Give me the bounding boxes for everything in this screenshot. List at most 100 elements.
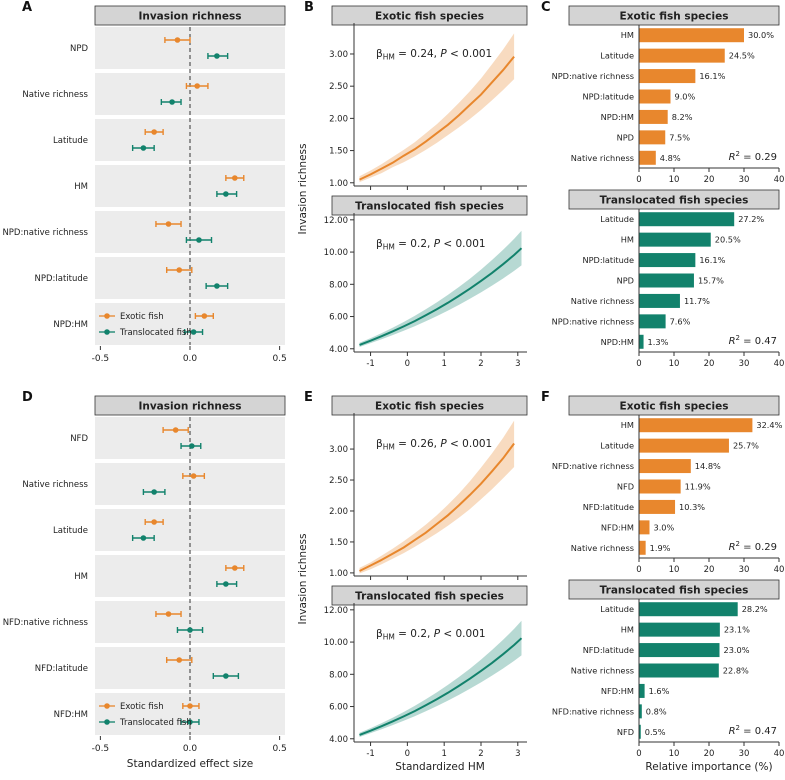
svg-text:15.7%: 15.7% xyxy=(698,276,724,286)
panel-a: A Invasion richness NPD Native richness Lat… xyxy=(0,0,292,390)
svg-text:Translocated fish species: Translocated fish species xyxy=(600,195,749,207)
svg-text:3.00: 3.00 xyxy=(329,50,348,60)
svg-text:10: 10 xyxy=(669,565,680,575)
svg-text:10.00: 10.00 xyxy=(324,638,348,648)
svg-text:12.00: 12.00 xyxy=(324,606,348,616)
panel-c: C Exotic fish species HM 30.0% Latitude 24.5… xyxy=(535,0,785,390)
svg-text:23.1%: 23.1% xyxy=(724,625,750,635)
svg-text:0.5%: 0.5% xyxy=(645,727,666,737)
svg-text:3: 3 xyxy=(515,359,520,369)
svg-text:Latitude: Latitude xyxy=(53,526,88,536)
svg-text:23.0%: 23.0% xyxy=(724,645,750,655)
svg-text:27.2%: 27.2% xyxy=(738,214,764,224)
svg-text:2.50: 2.50 xyxy=(329,82,348,92)
svg-text:βHM = 0.2, P < 0.001: βHM = 0.2, P < 0.001 xyxy=(376,628,486,642)
svg-text:30: 30 xyxy=(739,565,750,575)
svg-text:Exotic fish species: Exotic fish species xyxy=(620,11,729,23)
svg-text:HM: HM xyxy=(621,625,634,635)
svg-text:28.2%: 28.2% xyxy=(742,604,768,614)
svg-text:0: 0 xyxy=(405,359,410,369)
svg-text:10: 10 xyxy=(669,359,680,369)
svg-text:40: 40 xyxy=(774,749,785,759)
svg-text:Invasion richness: Invasion richness xyxy=(138,11,241,23)
svg-text:30: 30 xyxy=(739,175,750,185)
svg-text:Invasion richness: Invasion richness xyxy=(138,401,241,413)
svg-text:0.0: 0.0 xyxy=(183,354,198,364)
svg-text:NPD:native richness: NPD:native richness xyxy=(552,316,634,326)
importance-bars-npd: Exotic fish species HM 30.0% Latitude 24.5% N… xyxy=(552,5,785,369)
svg-text:Native richness: Native richness xyxy=(22,480,88,490)
svg-text:-1: -1 xyxy=(366,359,374,369)
svg-text:22.8%: 22.8% xyxy=(723,666,749,676)
svg-text:βHM = 0.24, P < 0.001: βHM = 0.24, P < 0.001 xyxy=(376,48,492,62)
svg-text:Invasion richness: Invasion richness xyxy=(297,534,309,625)
svg-text:20: 20 xyxy=(704,749,715,759)
svg-text:R2 = 0.29: R2 = 0.29 xyxy=(729,150,777,163)
svg-text:3.0%: 3.0% xyxy=(654,522,675,532)
svg-text:NFD:native richness: NFD:native richness xyxy=(3,618,89,628)
svg-text:NPD:latitude: NPD:latitude xyxy=(582,92,634,102)
svg-text:1.50: 1.50 xyxy=(329,147,348,157)
svg-text:0.5: 0.5 xyxy=(272,744,286,754)
svg-text:1: 1 xyxy=(441,359,446,369)
svg-text:Native richness: Native richness xyxy=(571,296,634,306)
svg-text:20: 20 xyxy=(704,565,715,575)
svg-text:25.7%: 25.7% xyxy=(733,441,759,451)
panel-d: D Invasion richness NFD Native richness Lat… xyxy=(0,390,292,780)
svg-text:0.5: 0.5 xyxy=(272,354,286,364)
svg-text:8.00: 8.00 xyxy=(329,280,348,290)
svg-text:1.00: 1.00 xyxy=(329,179,348,189)
svg-text:NPD: NPD xyxy=(617,132,634,142)
svg-text:-1: -1 xyxy=(366,749,374,759)
panel-b: B Invasion richness Exotic fish species 1.… xyxy=(292,0,535,390)
svg-text:HM: HM xyxy=(621,30,634,40)
svg-text:NPD:latitude: NPD:latitude xyxy=(34,274,88,284)
svg-text:0: 0 xyxy=(405,749,410,759)
svg-text:7.6%: 7.6% xyxy=(670,316,691,326)
regression-curves-npd: Invasion richness Exotic fish species 1.00… xyxy=(297,5,528,369)
svg-text:HM: HM xyxy=(621,420,634,430)
svg-text:βHM = 0.2, P < 0.001: βHM = 0.2, P < 0.001 xyxy=(376,238,486,252)
svg-text:Native richness: Native richness xyxy=(571,153,634,163)
svg-text:0.8%: 0.8% xyxy=(646,706,667,716)
svg-text:Standardized effect size: Standardized effect size xyxy=(127,758,253,770)
svg-text:NPD:HM: NPD:HM xyxy=(601,112,634,122)
svg-text:6.00: 6.00 xyxy=(329,703,348,713)
svg-text:0: 0 xyxy=(636,175,641,185)
panel-letter-c: C xyxy=(541,0,551,15)
svg-text:Exotic fish: Exotic fish xyxy=(120,312,164,322)
svg-text:10.00: 10.00 xyxy=(324,248,348,258)
svg-text:Exotic fish species: Exotic fish species xyxy=(375,401,484,413)
svg-text:Exotic fish: Exotic fish xyxy=(120,702,164,712)
svg-text:NPD: NPD xyxy=(617,276,634,286)
svg-text:14.8%: 14.8% xyxy=(695,461,721,471)
svg-text:1.00: 1.00 xyxy=(329,569,348,579)
svg-text:2.00: 2.00 xyxy=(329,114,348,124)
svg-text:-0.5: -0.5 xyxy=(92,354,110,364)
svg-text:0.0: 0.0 xyxy=(183,744,198,754)
svg-text:Latitude: Latitude xyxy=(600,51,634,61)
svg-text:Standardized HM: Standardized HM xyxy=(395,761,485,773)
svg-text:0: 0 xyxy=(636,749,641,759)
svg-text:NFD:native richness: NFD:native richness xyxy=(552,461,634,471)
svg-text:R2 = 0.47: R2 = 0.47 xyxy=(729,724,777,737)
svg-text:Exotic fish species: Exotic fish species xyxy=(375,11,484,23)
svg-text:4.00: 4.00 xyxy=(329,345,348,355)
svg-text:Relative importance (%): Relative importance (%) xyxy=(645,761,772,773)
svg-text:NFD: NFD xyxy=(617,482,634,492)
svg-text:Translocated fish: Translocated fish xyxy=(119,718,192,728)
svg-text:40: 40 xyxy=(774,359,785,369)
svg-text:NFD:HM: NFD:HM xyxy=(601,522,634,532)
svg-text:8.2%: 8.2% xyxy=(672,112,693,122)
svg-text:1.9%: 1.9% xyxy=(650,543,671,553)
svg-text:11.9%: 11.9% xyxy=(685,482,711,492)
svg-text:16.1%: 16.1% xyxy=(699,255,725,265)
svg-text:30: 30 xyxy=(739,749,750,759)
svg-text:1.3%: 1.3% xyxy=(648,337,669,347)
svg-text:NFD:latitude: NFD:latitude xyxy=(583,502,634,512)
svg-text:0: 0 xyxy=(636,359,641,369)
svg-text:40: 40 xyxy=(774,175,785,185)
svg-text:Native richness: Native richness xyxy=(571,543,634,553)
svg-text:30: 30 xyxy=(739,359,750,369)
